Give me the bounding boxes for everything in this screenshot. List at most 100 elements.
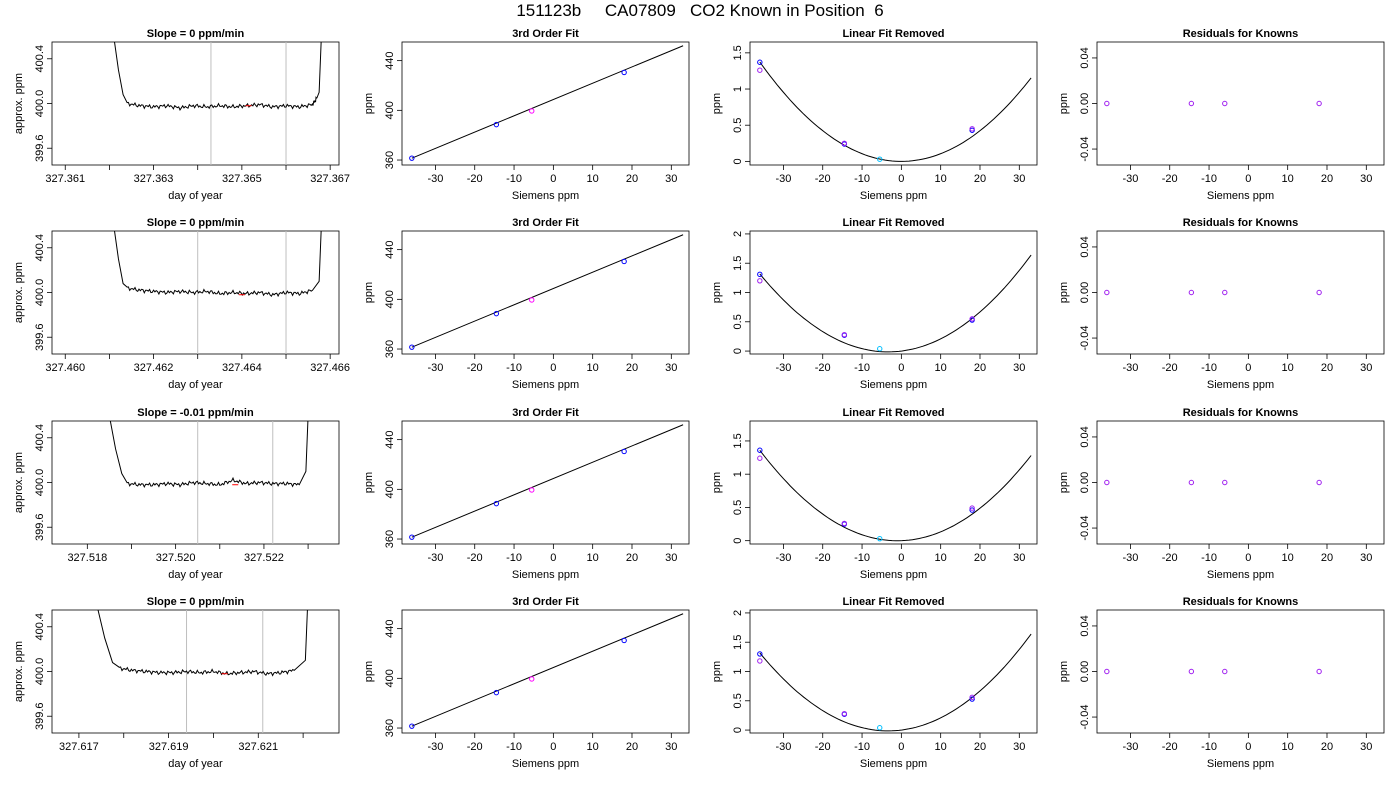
data-point bbox=[1188, 100, 1195, 107]
y-tick-label: -0.04 bbox=[1079, 516, 1091, 541]
x-axis-label: Siemens ppm bbox=[1207, 569, 1274, 581]
y-tick-label: -0.04 bbox=[1079, 705, 1091, 730]
data-point bbox=[1222, 100, 1228, 107]
x-axis-label: Siemens ppm bbox=[512, 379, 579, 391]
y-tick-label: 1.5 bbox=[732, 45, 744, 60]
y-tick-label: 1.5 bbox=[732, 635, 744, 650]
y-axis-label: approx. ppm bbox=[13, 452, 25, 513]
data-point bbox=[529, 108, 535, 114]
data-point bbox=[493, 310, 500, 317]
y-tick-label: 0.00 bbox=[1079, 282, 1091, 303]
x-tick-label: 0 bbox=[550, 741, 556, 753]
y-tick-label: 440 bbox=[384, 430, 396, 448]
fit-line bbox=[411, 234, 684, 348]
x-tick-label: 327.520 bbox=[156, 552, 196, 564]
y-axis-label: ppm bbox=[363, 93, 375, 114]
y-tick-label: 399.6 bbox=[34, 323, 46, 351]
x-tick-label: -20 bbox=[815, 552, 831, 564]
panel-4-row-2: Residuals for Knowns -30 -20 -10 0 10 20 30 -0.0… bbox=[1058, 217, 1385, 391]
fit-line bbox=[411, 45, 684, 159]
y-tick-label: 400.0 bbox=[34, 658, 46, 686]
y-tick-label: 0.04 bbox=[1079, 615, 1091, 636]
x-tick-label: 20 bbox=[1321, 173, 1333, 185]
plot-area bbox=[757, 59, 1032, 162]
panel-title: Linear Fit Removed bbox=[842, 217, 944, 229]
x-tick-label: 10 bbox=[1282, 741, 1294, 753]
plot-area bbox=[757, 447, 1032, 542]
plot-area bbox=[1104, 479, 1322, 486]
plot-area bbox=[409, 45, 684, 161]
x-tick-label: -20 bbox=[1162, 741, 1178, 753]
fit-curve bbox=[759, 254, 1032, 353]
x-tick-label: 20 bbox=[626, 741, 638, 753]
y-tick-label: 399.6 bbox=[34, 134, 46, 162]
x-tick-label: 30 bbox=[1013, 741, 1025, 753]
data-point bbox=[841, 520, 848, 527]
panel-title: Linear Fit Removed bbox=[842, 596, 944, 608]
y-tick-label: 440 bbox=[384, 240, 396, 258]
x-tick-label: 20 bbox=[974, 173, 986, 185]
y-axis-label: ppm bbox=[711, 661, 723, 682]
y-axis-label: ppm bbox=[363, 472, 375, 493]
y-tick-label: 0.00 bbox=[1079, 93, 1091, 114]
y-tick-label: 0.5 bbox=[732, 500, 744, 515]
y-tick-label: 400.0 bbox=[34, 469, 46, 497]
plot-frame bbox=[749, 420, 1038, 545]
x-tick-label: 20 bbox=[626, 362, 638, 374]
x-tick-label: 0 bbox=[1245, 741, 1251, 753]
x-tick-label: 327.365 bbox=[222, 173, 262, 185]
plot-area bbox=[97, 610, 308, 733]
x-tick-label: 30 bbox=[665, 362, 677, 374]
x-tick-label: 327.621 bbox=[238, 741, 278, 753]
x-tick-label: -10 bbox=[854, 741, 870, 753]
x-axis-label: Siemens ppm bbox=[512, 569, 579, 581]
x-tick-label: 10 bbox=[935, 362, 947, 374]
y-tick-label: 0.04 bbox=[1079, 426, 1091, 447]
x-tick-label: -20 bbox=[815, 741, 831, 753]
panel-title: 3rd Order Fit bbox=[512, 596, 579, 608]
y-tick-label: 400.0 bbox=[34, 279, 46, 307]
plot-frame bbox=[1096, 420, 1385, 545]
y-axis-label: ppm bbox=[1058, 282, 1070, 303]
y-tick-label: 1 bbox=[732, 289, 744, 295]
data-point bbox=[1104, 289, 1110, 296]
x-tick-label: -10 bbox=[854, 362, 870, 374]
x-tick-label: 30 bbox=[1360, 741, 1372, 753]
x-tick-label: 20 bbox=[974, 362, 986, 374]
x-tick-label: 30 bbox=[1013, 552, 1025, 564]
panel-title: Slope = 0 ppm/min bbox=[147, 596, 245, 608]
x-tick-label: 20 bbox=[626, 173, 638, 185]
x-axis-label: Siemens ppm bbox=[1207, 379, 1274, 391]
data-point bbox=[1104, 100, 1110, 107]
y-axis-label: ppm bbox=[711, 93, 723, 114]
x-tick-label: 327.518 bbox=[67, 552, 107, 564]
y-tick-label: 0.5 bbox=[732, 118, 744, 133]
panel-title: Residuals for Knowns bbox=[1183, 596, 1299, 608]
data-point bbox=[1316, 289, 1322, 296]
data-point bbox=[757, 651, 763, 657]
x-tick-label: 327.464 bbox=[222, 362, 262, 374]
x-axis-label: Siemens ppm bbox=[1207, 758, 1274, 770]
data-point bbox=[1222, 479, 1228, 486]
x-tick-label: -20 bbox=[467, 362, 483, 374]
fit-line bbox=[411, 424, 684, 538]
data-point bbox=[1316, 479, 1322, 486]
panel-1-row-2: Slope = 0 ppm/min 327.460 327.462 327.464 32… bbox=[13, 217, 350, 391]
plot-area bbox=[409, 234, 684, 350]
data-point bbox=[877, 535, 883, 542]
data-point bbox=[409, 723, 415, 729]
x-axis-label: day of year bbox=[168, 190, 223, 202]
x-tick-label: -30 bbox=[1122, 173, 1138, 185]
data-point bbox=[1104, 479, 1110, 486]
x-tick-label: 10 bbox=[935, 741, 947, 753]
x-tick-label: -10 bbox=[1201, 173, 1217, 185]
fit-curve bbox=[759, 449, 1032, 542]
plot-area bbox=[757, 633, 1032, 732]
plot-frame bbox=[401, 41, 690, 166]
x-tick-label: -20 bbox=[1162, 362, 1178, 374]
data-point bbox=[757, 278, 763, 284]
x-tick-label: 10 bbox=[935, 173, 947, 185]
data-point bbox=[529, 297, 535, 303]
x-axis-label: Siemens ppm bbox=[860, 758, 927, 770]
